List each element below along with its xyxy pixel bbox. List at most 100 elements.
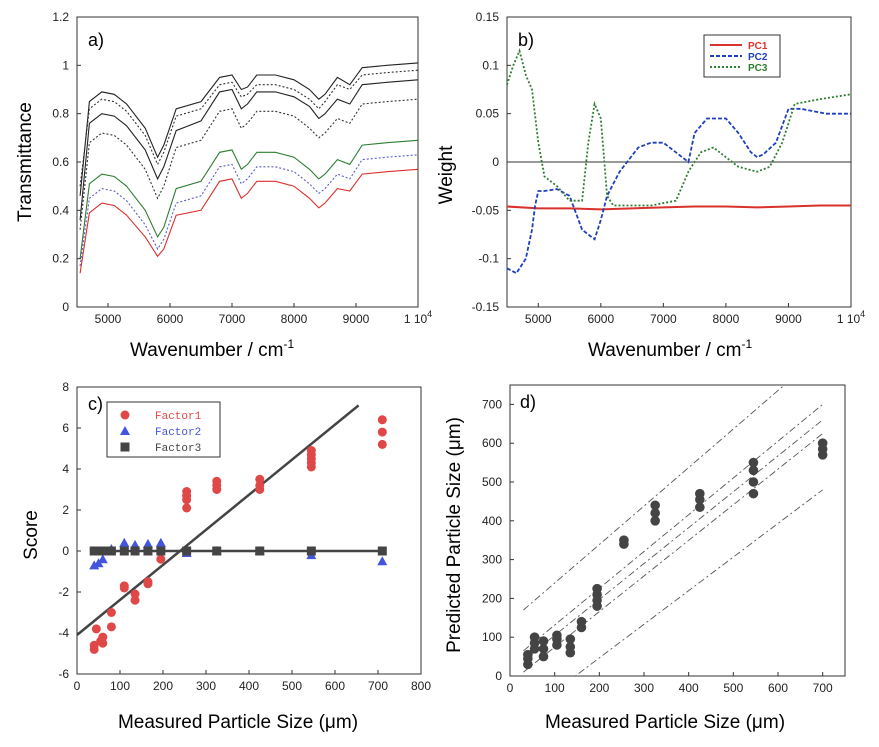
x-tick-label: 7000	[650, 312, 677, 326]
panel-b-x-axis-label-sup: -1	[741, 337, 752, 351]
panel-b-y-axis-label: Weight	[436, 145, 457, 205]
factor3-point	[377, 546, 387, 556]
factor1-point	[306, 446, 316, 456]
y-tick-label: 0.8	[52, 107, 69, 121]
panel-d-reference-line-5	[574, 489, 823, 676]
panel-d-reference-lines	[523, 385, 823, 676]
prediction-point	[592, 583, 602, 594]
panel-d-reference-line-4	[523, 433, 823, 673]
x-tick-exponent: 4	[427, 309, 432, 319]
prediction-point	[523, 649, 533, 660]
factor3-point	[89, 546, 99, 556]
x-tick-exponent: 4	[860, 309, 865, 319]
x-tick-label: 1 104	[837, 309, 865, 326]
x-tick-label: 0	[74, 679, 81, 693]
factor2-point	[377, 556, 388, 566]
factor1-point	[143, 577, 153, 587]
y-tick-label: 0	[495, 669, 502, 683]
panel-b-x-axis-label-text: Wavenumber / cm	[588, 340, 741, 361]
factor2-point	[119, 537, 130, 547]
factor1-point	[89, 640, 99, 650]
prediction-point	[552, 630, 562, 641]
x-tick-label: 5000	[525, 312, 552, 326]
y-tick-label: -2	[58, 585, 69, 599]
y-tick-label: 700	[482, 397, 502, 411]
prediction-point	[748, 465, 759, 476]
x-tick-label: 200	[153, 679, 173, 693]
factor1-point	[182, 487, 192, 497]
factor3-point	[143, 546, 153, 556]
x-tick-label: 5000	[95, 312, 122, 326]
panel-d-reference-line-3	[523, 419, 823, 661]
factor3-point	[130, 546, 140, 556]
panel-a-x-axis-label-sup: -1	[283, 337, 294, 351]
panel-c-x-axis-label: Measured Particle Size (μm)	[118, 712, 358, 733]
factor3-point	[212, 546, 222, 556]
prediction-point	[817, 438, 828, 449]
factor3-point	[106, 546, 116, 556]
factor3-point	[96, 546, 106, 556]
panel-c-y-axis-label: Score	[21, 510, 42, 560]
y-tick-label: 0.4	[52, 203, 69, 217]
y-tick-label: 4	[62, 462, 69, 476]
legend-marker-factor2	[120, 426, 130, 435]
prediction-point	[748, 477, 759, 487]
prediction-point	[695, 502, 705, 513]
prediction-point	[529, 632, 540, 642]
legend-label-factor3: Factor3	[155, 443, 201, 455]
prediction-point	[538, 644, 549, 654]
x-tick-label: 800	[411, 679, 431, 693]
y-tick-label: 0.15	[476, 10, 500, 24]
y-tick-label: 600	[482, 436, 502, 450]
panel-b-y-ticks: -0.15 -0.1 -0.05 0 0.05 0.1 0.15	[472, 10, 511, 314]
factor1-point	[156, 554, 166, 564]
factor3-point	[255, 546, 265, 556]
panel-a-x-ticks: 5000 6000 7000 8000 9000 1 104	[95, 303, 432, 326]
x-tick-label: 300	[196, 679, 216, 693]
legend-marker-factor3	[120, 442, 130, 452]
prediction-point	[695, 488, 705, 499]
panel-b-series-pc1	[506, 204, 851, 211]
y-tick-label: 0	[62, 300, 69, 314]
panel-d-series	[523, 438, 828, 670]
factor1-point	[98, 638, 108, 648]
prediction-point	[650, 508, 660, 518]
panel-d-y-ticks: 0 100 200 300 400 500 600 700	[482, 397, 514, 683]
panel-a-series-line-1	[79, 62, 419, 196]
panel-a-label: a)	[88, 30, 104, 50]
x-tick-label: 9000	[343, 312, 370, 326]
factor3-point	[182, 546, 192, 556]
y-tick-label: 1.2	[52, 10, 69, 24]
y-tick-label: 500	[482, 475, 502, 489]
legend-label-pc3: PC3	[748, 63, 768, 74]
panel-a-y-axis-label: Transmittance	[15, 102, 36, 222]
panel-d: 0 100 200 300 400 500 600 700 0 100 200 300 400 500 6…	[444, 384, 846, 733]
x-tick-label: 7000	[219, 312, 246, 326]
x-tick-label: 400	[679, 681, 699, 695]
prediction-point	[748, 488, 759, 499]
y-tick-label: 100	[482, 630, 502, 644]
panel-d-label: d)	[520, 392, 536, 412]
y-tick-label: 0.6	[52, 155, 69, 169]
x-tick-label: 6000	[157, 312, 184, 326]
x-tick-label: 500	[723, 681, 743, 695]
panel-d-y-axis-label: Predicted Particle Size (μm)	[444, 417, 465, 653]
y-tick-label: 300	[482, 553, 502, 567]
x-tick-label: 100	[110, 679, 130, 693]
factor1-point	[255, 480, 265, 490]
factor1-point	[106, 622, 116, 632]
y-tick-label: 0.05	[476, 107, 500, 121]
panel-b: -0.15 -0.1 -0.05 0 0.05 0.1 0.15 5000 6000 7000 8…	[436, 10, 865, 361]
prediction-point	[650, 500, 660, 511]
factor1-point	[212, 476, 222, 486]
x-tick-label: 9000	[775, 312, 802, 326]
panel-a-series	[79, 62, 419, 274]
factor1-point	[98, 632, 108, 642]
x-tick-label: 8000	[713, 312, 740, 326]
panel-c-series	[89, 415, 388, 654]
x-tick-label: 0	[507, 681, 514, 695]
factor3-point	[306, 546, 316, 556]
panel-c-label: c)	[88, 394, 103, 414]
